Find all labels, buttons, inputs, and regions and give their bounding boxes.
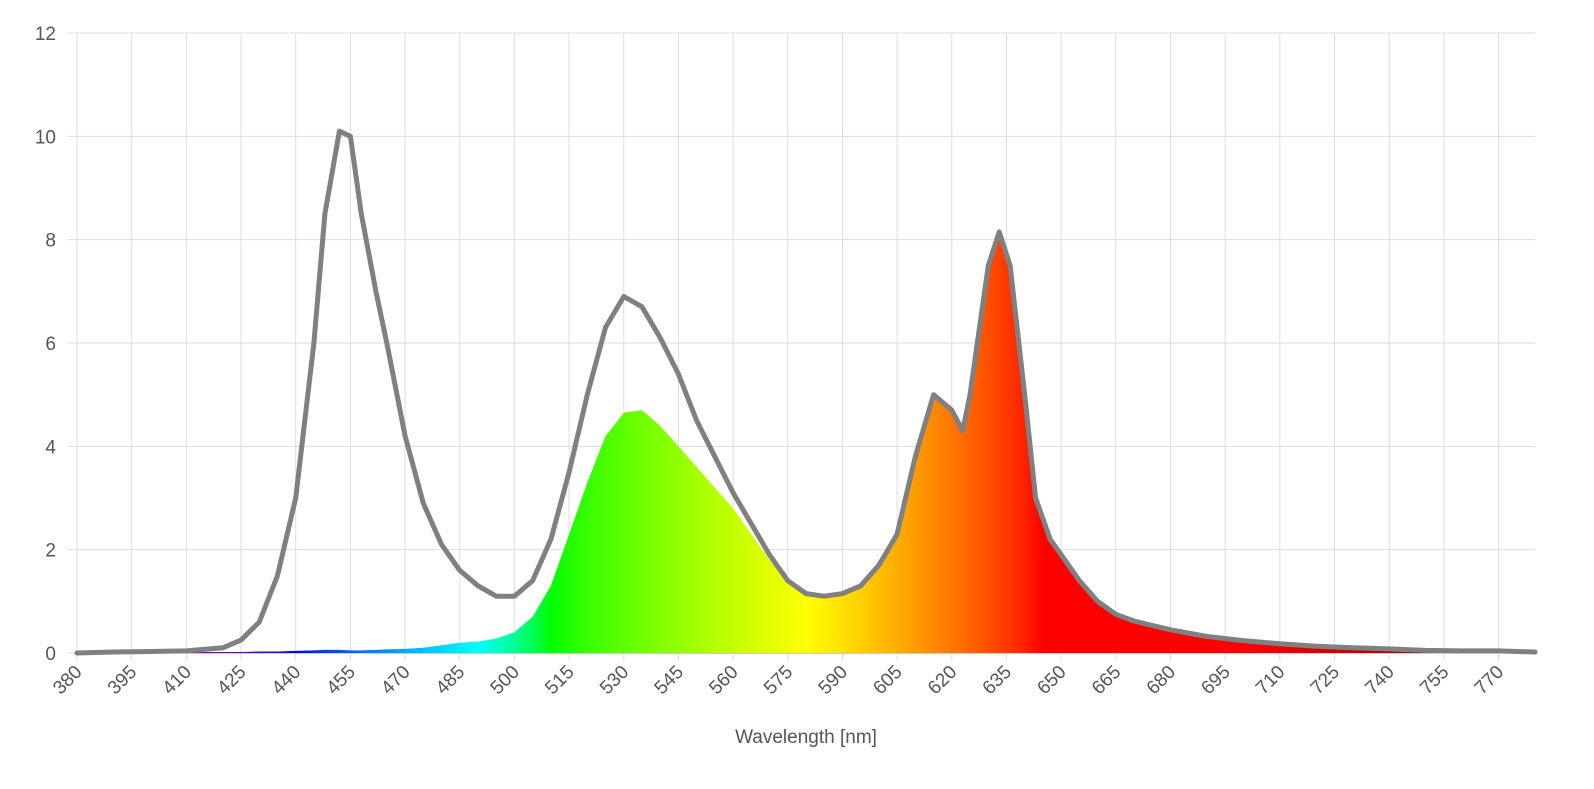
y-tick-label: 12 bbox=[35, 24, 56, 45]
x-tick-label: 470 bbox=[377, 662, 414, 699]
x-tick-label: 680 bbox=[1143, 662, 1180, 699]
y-tick-label: 4 bbox=[45, 437, 56, 458]
x-tick-label: 455 bbox=[323, 662, 360, 699]
y-tick-label: 10 bbox=[35, 127, 56, 148]
x-tick-label: 425 bbox=[213, 662, 250, 699]
x-tick-label: 395 bbox=[104, 662, 141, 699]
x-tick-label: 605 bbox=[869, 662, 906, 699]
x-tick-label: 755 bbox=[1416, 662, 1453, 699]
x-tick-label: 410 bbox=[159, 662, 196, 699]
x-tick-label: 635 bbox=[979, 662, 1016, 699]
x-axis-label: Wavelength [nm] bbox=[735, 727, 877, 748]
x-tick-label: 485 bbox=[432, 662, 469, 699]
x-tick-label: 530 bbox=[596, 662, 633, 699]
x-tick-label: 770 bbox=[1471, 662, 1508, 699]
x-tick-label: 380 bbox=[49, 662, 86, 699]
x-tick-label: 620 bbox=[924, 662, 961, 699]
x-tick-label: 590 bbox=[815, 662, 852, 699]
x-tick-label: 545 bbox=[651, 662, 688, 699]
x-tick-label: 560 bbox=[705, 662, 742, 699]
x-tick-label: 665 bbox=[1088, 662, 1125, 699]
x-tick-label: 515 bbox=[541, 662, 578, 699]
x-tick-label: 650 bbox=[1033, 662, 1070, 699]
y-tick-label: 2 bbox=[45, 541, 56, 562]
x-tick-label: 710 bbox=[1252, 662, 1289, 699]
x-tick-label: 695 bbox=[1197, 662, 1234, 699]
spectrum-line bbox=[74, 128, 1538, 656]
y-tick-label: 8 bbox=[45, 231, 56, 252]
x-tick-label: 500 bbox=[487, 662, 524, 699]
x-tick-label: 440 bbox=[268, 662, 305, 699]
x-tick-label: 575 bbox=[760, 662, 797, 699]
y-tick-label: 6 bbox=[45, 334, 56, 355]
y-tick-label: 0 bbox=[45, 644, 56, 665]
x-tick-label: 725 bbox=[1307, 662, 1344, 699]
x-tick-label: 740 bbox=[1361, 662, 1398, 699]
